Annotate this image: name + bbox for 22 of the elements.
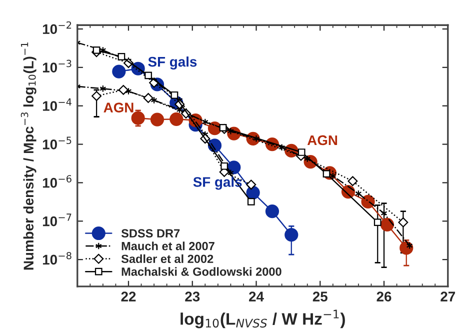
y-tick-label: 10$^{−2}$ xyxy=(42,21,72,34)
y-tick-label: 10$^{−8}$ xyxy=(42,252,72,265)
legend-label: SDSS DR7 xyxy=(121,229,180,238)
x-tick-label: 27 xyxy=(440,292,456,302)
y-tick-label: 10$^{−6}$ xyxy=(42,175,72,188)
legend-label: Machalski & Godlowski 2000 xyxy=(122,267,282,276)
legend-label: Mauch et al 2007 xyxy=(122,242,214,250)
annotation: AGN xyxy=(104,102,134,112)
x-tick-label: 22 xyxy=(121,292,136,302)
y-tick-label: 10$^{−7}$ xyxy=(42,214,72,226)
x-tick-label: 24 xyxy=(249,292,264,302)
x-tick-label: 26 xyxy=(376,292,392,302)
legend-label: Sadler et al 2002 xyxy=(121,254,214,264)
x-axis-title: log$_{10}$(L$_{NVSS}$ / W Hz$^{−1}$) xyxy=(180,310,345,328)
x-tick-label: 25 xyxy=(312,292,328,302)
y-axis-title: Number density / Mpc$^{−3}$ log$_{10}$(L)$^{−1}$ xyxy=(20,42,36,270)
y-tick-label: 10$^{−3}$ xyxy=(42,60,72,72)
annotation: AGN xyxy=(307,135,338,146)
annotation: SF gals xyxy=(148,56,197,70)
y-tick-label: 10$^{−5}$ xyxy=(42,136,72,150)
x-tick-label: 23 xyxy=(185,292,200,302)
y-tick-label: 10$^{−4}$ xyxy=(42,98,72,111)
